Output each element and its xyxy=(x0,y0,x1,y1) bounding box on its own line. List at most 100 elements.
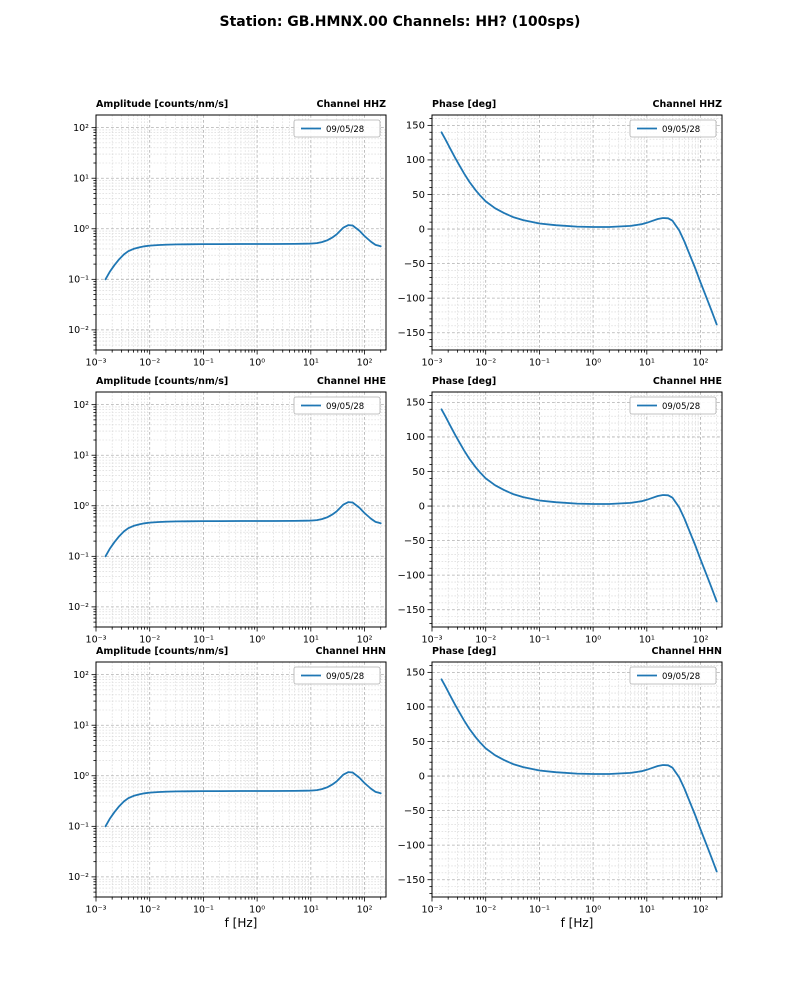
y-tick-labels: 10⁻² 10⁻¹ 10⁰ 10¹ 10² xyxy=(68,670,89,883)
svg-text:−50: −50 xyxy=(404,806,425,817)
legend-label: 09/05/28 xyxy=(662,672,700,682)
svg-text:10⁻¹: 10⁻¹ xyxy=(529,358,550,369)
tick-marks xyxy=(91,674,382,902)
grid-minor xyxy=(96,392,386,628)
svg-text:−150: −150 xyxy=(398,875,425,886)
svg-text:10⁻¹: 10⁻¹ xyxy=(193,635,214,646)
svg-text:10⁻¹: 10⁻¹ xyxy=(193,905,214,916)
legend: 09/05/28 xyxy=(629,119,717,138)
grid-minor xyxy=(432,115,722,350)
svg-text:10⁻¹: 10⁻¹ xyxy=(529,635,550,646)
legend: 09/05/28 xyxy=(293,396,381,415)
svg-text:100: 100 xyxy=(406,155,425,166)
subplot-phase-hhz: 10⁻³ 10⁻² 10⁻¹ 10⁰ 10¹ 10² −150 −100 −50 0 50 100 15… xyxy=(398,99,723,369)
legend-frame xyxy=(293,119,381,138)
tick-marks xyxy=(427,118,718,355)
svg-text:10⁻¹: 10⁻¹ xyxy=(68,552,89,563)
svg-text:10²: 10² xyxy=(73,670,89,681)
svg-text:10⁻²: 10⁻² xyxy=(475,358,496,369)
svg-text:10⁻²: 10⁻² xyxy=(139,358,160,369)
x-tick-labels: 10⁻³ 10⁻² 10⁻¹ 10⁰ 10¹ 10² xyxy=(422,358,709,369)
subplot-title-left: Amplitude [counts/nm/s] xyxy=(96,99,228,110)
response-curve xyxy=(440,678,718,873)
svg-text:10⁻³: 10⁻³ xyxy=(422,905,443,916)
svg-text:10²: 10² xyxy=(73,400,89,411)
svg-text:150: 150 xyxy=(406,121,425,132)
y-tick-labels: 10⁻² 10⁻¹ 10⁰ 10¹ 10² xyxy=(68,400,89,613)
subplot-amplitude-hhz: 10⁻³ 10⁻² 10⁻¹ 10⁰ 10¹ 10² 10⁻² 10⁻¹ 10⁰ 10¹ 10² Am… xyxy=(68,99,387,369)
subplot-title-right: Channel HHZ xyxy=(317,99,387,110)
svg-text:−100: −100 xyxy=(398,570,425,581)
subplot-title-right: Channel HHN xyxy=(315,646,386,657)
svg-text:10²: 10² xyxy=(73,123,89,134)
svg-text:10⁰: 10⁰ xyxy=(249,635,265,646)
svg-text:10²: 10² xyxy=(357,635,373,646)
figure-title: Station: GB.HMNX.00 Channels: HH? (100sp… xyxy=(219,14,581,30)
svg-text:10⁰: 10⁰ xyxy=(585,905,601,916)
svg-text:10⁰: 10⁰ xyxy=(73,501,89,512)
svg-text:10²: 10² xyxy=(357,358,373,369)
y-tick-labels: −150 −100 −50 0 50 100 150 xyxy=(398,398,425,616)
response-curve xyxy=(440,408,718,603)
svg-text:10⁻²: 10⁻² xyxy=(475,905,496,916)
svg-text:10⁻²: 10⁻² xyxy=(139,635,160,646)
tick-marks xyxy=(91,404,382,632)
svg-text:50: 50 xyxy=(412,190,425,201)
subplot-title-right: Channel HHZ xyxy=(653,99,723,110)
svg-text:10⁻²: 10⁻² xyxy=(68,872,89,883)
x-axis-label-left: f [Hz] xyxy=(224,916,258,930)
svg-text:10¹: 10¹ xyxy=(303,905,319,916)
svg-text:150: 150 xyxy=(406,668,425,679)
svg-text:−150: −150 xyxy=(398,328,425,339)
subplot-title-left: Phase [deg] xyxy=(432,646,496,657)
subplot-phase-hhn: 10⁻³ 10⁻² 10⁻¹ 10⁰ 10¹ 10² −150 −100 −50 0 50 100 15… xyxy=(398,646,723,916)
svg-text:100: 100 xyxy=(406,432,425,443)
svg-text:50: 50 xyxy=(412,737,425,748)
grid-major xyxy=(95,115,386,350)
svg-text:10²: 10² xyxy=(693,905,709,916)
svg-text:−50: −50 xyxy=(404,536,425,547)
subplot-title-left: Amplitude [counts/nm/s] xyxy=(96,646,228,657)
svg-text:0: 0 xyxy=(419,501,425,512)
legend: 09/05/28 xyxy=(629,396,717,415)
y-tick-labels: 10⁻² 10⁻¹ 10⁰ 10¹ 10² xyxy=(68,123,89,336)
svg-text:10⁻²: 10⁻² xyxy=(68,325,89,336)
svg-text:10⁰: 10⁰ xyxy=(249,905,265,916)
subplot-amplitude-hhn: 10⁻³ 10⁻² 10⁻¹ 10⁰ 10¹ 10² 10⁻² 10⁻¹ 10⁰ 10¹ 10² Am… xyxy=(68,646,387,916)
grid-minor xyxy=(96,115,386,351)
svg-text:10²: 10² xyxy=(357,905,373,916)
legend-frame xyxy=(629,666,717,685)
svg-text:−150: −150 xyxy=(398,605,425,616)
legend-label: 09/05/28 xyxy=(662,402,700,412)
subplot-title-right: Channel HHE xyxy=(653,376,722,387)
legend-label: 09/05/28 xyxy=(326,402,364,412)
subplot-title-right: Channel HHN xyxy=(651,646,722,657)
svg-text:10⁰: 10⁰ xyxy=(73,771,89,782)
y-tick-labels: −150 −100 −50 0 50 100 150 xyxy=(398,121,425,339)
legend-frame xyxy=(293,396,381,415)
x-tick-labels: 10⁻³ 10⁻² 10⁻¹ 10⁰ 10¹ 10² xyxy=(86,358,373,369)
legend-frame xyxy=(629,119,717,138)
svg-text:10⁻¹: 10⁻¹ xyxy=(68,275,89,286)
svg-text:10¹: 10¹ xyxy=(73,451,89,462)
svg-text:−100: −100 xyxy=(398,840,425,851)
svg-text:10⁰: 10⁰ xyxy=(585,635,601,646)
svg-text:10¹: 10¹ xyxy=(73,721,89,732)
svg-text:10⁰: 10⁰ xyxy=(249,358,265,369)
subplot-title-left: Phase [deg] xyxy=(432,376,496,387)
svg-text:10⁰: 10⁰ xyxy=(585,358,601,369)
svg-text:10¹: 10¹ xyxy=(73,174,89,185)
response-curve xyxy=(440,131,718,326)
x-axis-label-right: f [Hz] xyxy=(560,916,594,930)
svg-text:10⁻²: 10⁻² xyxy=(139,905,160,916)
svg-text:10⁻³: 10⁻³ xyxy=(422,358,443,369)
response-curve xyxy=(104,224,382,281)
svg-text:10⁻²: 10⁻² xyxy=(475,635,496,646)
svg-text:10²: 10² xyxy=(693,635,709,646)
svg-text:100: 100 xyxy=(406,702,425,713)
x-tick-labels: 10⁻³ 10⁻² 10⁻¹ 10⁰ 10¹ 10² xyxy=(86,905,373,916)
svg-text:50: 50 xyxy=(412,467,425,478)
svg-text:10⁻³: 10⁻³ xyxy=(86,905,107,916)
subplot-amplitude-hhe: 10⁻³ 10⁻² 10⁻¹ 10⁰ 10¹ 10² 10⁻² 10⁻¹ 10⁰ 10¹ 10² Am… xyxy=(68,376,387,646)
